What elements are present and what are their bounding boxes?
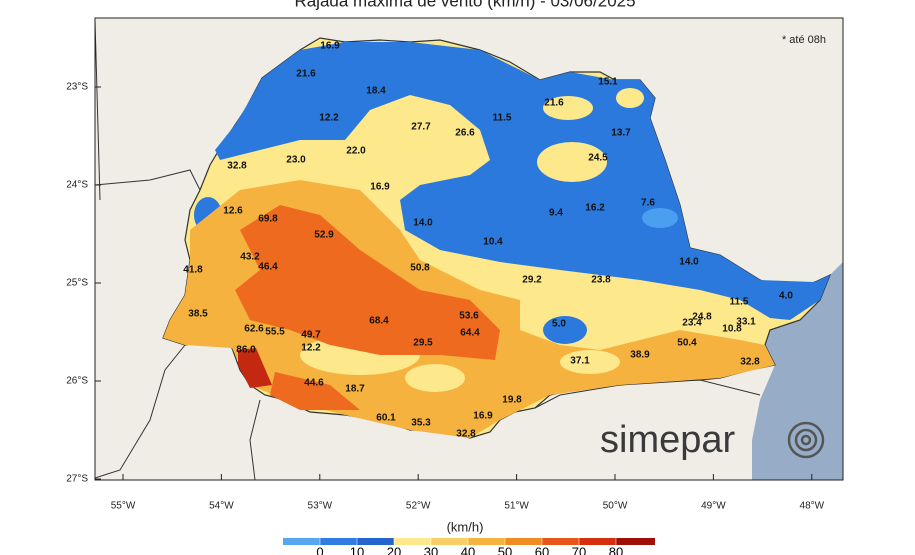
station-value: 49.7 <box>301 330 321 341</box>
station-value: 52.9 <box>314 230 334 241</box>
ocean <box>752 262 843 480</box>
station-value: 53.6 <box>459 311 479 322</box>
station-value: 44.6 <box>304 378 324 389</box>
station-value: 14.0 <box>413 218 433 229</box>
station-value: 38.9 <box>630 350 650 361</box>
colorbar-segment <box>431 538 468 545</box>
station-value: 10.4 <box>483 237 503 248</box>
colorbar-segment <box>505 538 542 545</box>
colorbar-label: 0 <box>316 544 323 555</box>
colorbar-segment <box>542 538 579 545</box>
colorbar-segment <box>616 538 655 545</box>
colorbar-label: 50 <box>498 544 512 555</box>
lon-label: 54°W <box>209 501 234 512</box>
brand-logo <box>787 421 825 459</box>
station-value: 38.5 <box>188 309 208 320</box>
station-value: 62.6 <box>244 324 264 335</box>
colorbar-label: 10 <box>350 544 364 555</box>
parana-state <box>162 37 832 439</box>
station-value: 69.8 <box>258 214 278 225</box>
station-value: 9.4 <box>549 208 563 219</box>
station-value: 16.9 <box>370 182 390 193</box>
lat-label: 26°S <box>66 376 88 387</box>
lat-label: 23°S <box>66 82 88 93</box>
station-value: 32.8 <box>740 357 760 368</box>
station-value: 23.0 <box>286 155 306 166</box>
colorbar-label: 40 <box>461 544 475 555</box>
station-value: 35.3 <box>411 418 431 429</box>
lon-label: 53°W <box>308 501 333 512</box>
lat-label: 25°S <box>66 278 88 289</box>
station-value: 16.9 <box>320 41 340 52</box>
lat-label: 24°S <box>66 180 88 191</box>
station-value: 29.5 <box>413 338 433 349</box>
station-value: 11.5 <box>730 297 749 308</box>
colorbar-label: 60 <box>535 544 549 555</box>
station-value: 32.8 <box>456 429 476 440</box>
colorbar-segment <box>357 538 394 545</box>
colorbar-segment <box>579 538 616 545</box>
station-value: 16.9 <box>473 411 493 422</box>
lat-label: 27°S <box>66 474 88 485</box>
colorbar-segment <box>394 538 431 545</box>
title: Rajada máxima de vento (km/h) - 03/06/20… <box>294 0 635 10</box>
station-value: 64.4 <box>460 328 480 339</box>
station-value: 5.0 <box>552 319 566 330</box>
lon-label: 52°W <box>406 501 431 512</box>
station-value: 13.7 <box>611 128 631 139</box>
map-frame <box>94 17 844 481</box>
station-value: 15.1 <box>598 77 618 88</box>
station-value: 22.0 <box>346 146 366 157</box>
colorbar-unit: (km/h) <box>447 519 484 534</box>
station-value: 19.8 <box>502 395 522 406</box>
colorbar-label: 30 <box>424 544 438 555</box>
station-value: 12.2 <box>319 113 339 124</box>
station-value: 7.6 <box>641 198 655 209</box>
station-value: 18.4 <box>366 86 386 97</box>
station-value: 68.4 <box>369 316 389 327</box>
colorbar-label: 70 <box>572 544 586 555</box>
colorbar-segment <box>320 538 357 545</box>
colorbar-segment <box>283 538 320 545</box>
brand-text: simepar <box>600 419 735 461</box>
station-value: 14.0 <box>679 257 699 268</box>
station-value: 4.0 <box>779 291 793 302</box>
lon-label: 55°W <box>111 501 136 512</box>
station-value: 21.6 <box>544 98 564 109</box>
station-value: 43.2 <box>240 252 260 263</box>
station-value: 86.0 <box>236 345 256 356</box>
station-value: 12.2 <box>301 343 321 354</box>
colorbar-label: 20 <box>387 544 401 555</box>
station-value: 16.2 <box>585 203 605 214</box>
lon-label: 50°W <box>603 501 628 512</box>
station-value: 11.5 <box>493 113 512 124</box>
station-value: 41.8 <box>183 265 203 276</box>
station-value: 12.6 <box>223 206 243 217</box>
station-value: 50.8 <box>410 263 430 274</box>
station-value: 27.7 <box>411 122 431 133</box>
station-value: 46.4 <box>258 262 278 273</box>
station-value: 29.2 <box>522 275 542 286</box>
station-value: 24.8 <box>692 312 712 323</box>
station-value: 60.1 <box>376 413 396 424</box>
lon-label: 49°W <box>701 501 726 512</box>
colorbar-label: 80 <box>609 544 623 555</box>
station-value: 23.8 <box>591 275 611 286</box>
station-value: 37.1 <box>570 356 590 367</box>
colorbar-segment <box>468 538 505 545</box>
lon-label: 48°W <box>800 501 825 512</box>
station-value: 50.4 <box>677 338 697 349</box>
lon-label: 51°W <box>504 501 529 512</box>
station-value: 33.1 <box>736 317 756 328</box>
station-value: 24.5 <box>588 153 608 164</box>
station-value: 18.7 <box>345 384 365 395</box>
station-value: 32.8 <box>227 161 247 172</box>
station-value: 10.8 <box>722 324 742 335</box>
station-value: 26.6 <box>455 128 475 139</box>
note: * até 08h <box>782 34 826 46</box>
station-value: 21.6 <box>296 69 316 80</box>
station-value: 55.5 <box>265 327 285 338</box>
station-value: 23.4 <box>682 318 702 329</box>
